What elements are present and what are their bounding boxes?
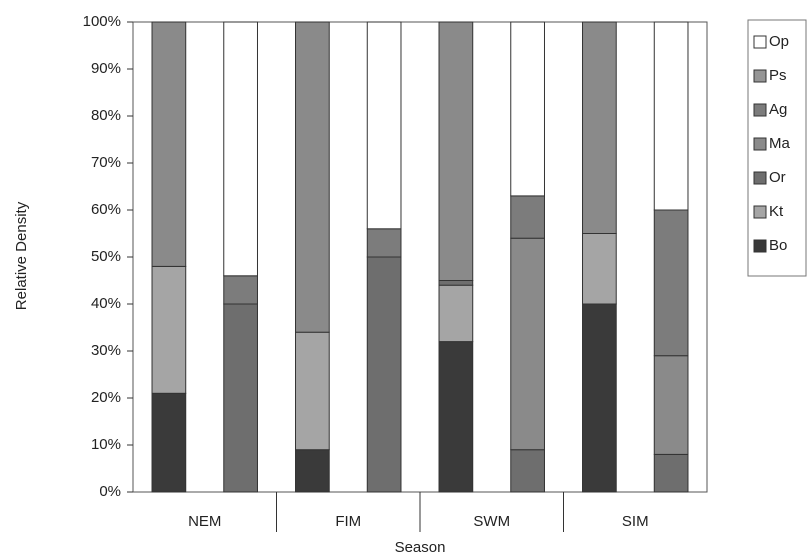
bar-segment <box>653 209 689 357</box>
bar-segment <box>582 303 617 493</box>
bar-segment <box>151 392 187 493</box>
legend-swatch <box>753 171 767 185</box>
bar-segment <box>438 21 474 281</box>
bar-segment <box>438 284 474 343</box>
bar-segment <box>510 195 545 239</box>
bar-segment <box>510 21 545 197</box>
bar-segment <box>438 341 474 493</box>
bar-segment <box>223 21 258 277</box>
bar-segment <box>653 453 689 493</box>
y-tick-label: 40% <box>91 295 121 312</box>
y-tick-label: 50% <box>91 248 121 265</box>
bar-segment <box>653 21 689 211</box>
bar-segment <box>223 303 258 493</box>
bar-segment <box>582 21 617 234</box>
plot-area <box>132 21 708 493</box>
y-tick-label: 30% <box>91 342 121 359</box>
bar-segment <box>653 355 689 455</box>
bar-segment <box>582 233 617 305</box>
y-tick-label: 10% <box>91 436 121 453</box>
x-tick-label: FIM <box>335 513 361 530</box>
bar-segment <box>295 21 330 333</box>
bar-segment <box>366 256 402 493</box>
legend-label: Kt <box>769 203 784 220</box>
y-tick-label: 100% <box>83 13 121 30</box>
bar-segment <box>438 280 474 286</box>
bar-segment <box>510 237 545 451</box>
y-axis-label: Relative Density <box>13 201 30 310</box>
bar-segment <box>295 331 330 451</box>
legend-label: Ag <box>769 101 787 118</box>
bar-segment <box>151 21 187 267</box>
legend-swatch <box>753 35 767 49</box>
x-tick-label: NEM <box>188 513 221 530</box>
legend-swatch <box>753 103 767 117</box>
y-tick-label: 20% <box>91 389 121 406</box>
legend-label: Ma <box>769 135 790 152</box>
y-tick-label: 80% <box>91 107 121 124</box>
bar-segment <box>151 265 187 394</box>
legend-label: Op <box>769 33 789 50</box>
y-tick-label: 90% <box>91 60 121 77</box>
x-tick-label: SIM <box>622 513 649 530</box>
legend-swatch <box>753 69 767 83</box>
bar-segment <box>223 275 258 305</box>
bar-segment <box>366 228 402 258</box>
legend-swatch <box>753 205 767 219</box>
legend-label: Or <box>769 169 786 186</box>
x-tick-label: SWM <box>473 513 510 530</box>
y-tick-label: 60% <box>91 201 121 218</box>
bar-segment <box>295 449 330 493</box>
bar-segment <box>510 449 545 493</box>
y-tick-label: 0% <box>99 483 121 500</box>
legend-label: Ps <box>769 67 787 84</box>
legend-swatch <box>753 137 767 151</box>
y-tick-label: 70% <box>91 154 121 171</box>
legend-label: Bo <box>769 237 787 254</box>
bar-segment <box>366 21 402 230</box>
legend-swatch <box>753 239 767 253</box>
x-axis-label: Season <box>395 539 446 556</box>
